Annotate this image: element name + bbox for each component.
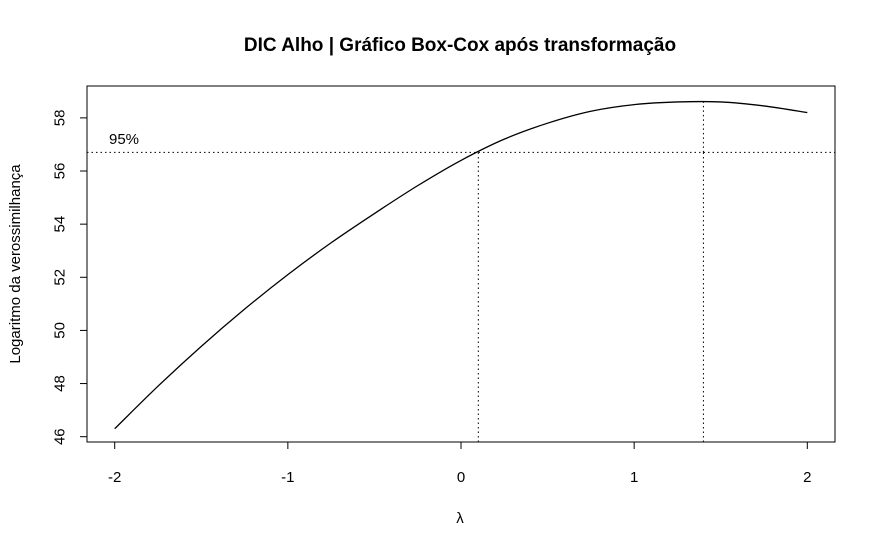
x-tick-label: 1 <box>630 469 638 486</box>
x-axis-label: λ <box>456 510 464 527</box>
x-tick-label: 0 <box>457 469 465 486</box>
y-tick-label: 46 <box>52 428 69 445</box>
y-axis: 46 48 50 52 54 56 58 <box>52 110 88 445</box>
x-axis: -2 -1 0 1 2 <box>108 441 811 486</box>
x-tick-label: -2 <box>108 469 121 486</box>
y-tick-label: 56 <box>52 163 69 180</box>
x-tick-label: -1 <box>281 469 294 486</box>
plot-frame <box>86 85 836 443</box>
chart-title: DIC Alho | Gráfico Box-Cox após transfor… <box>244 35 676 56</box>
y-tick-label: 58 <box>52 110 69 127</box>
y-axis-label: Logaritmo da verossimilhança <box>7 164 24 364</box>
y-tick-label: 50 <box>52 322 69 339</box>
x-tick-label: 2 <box>803 469 811 486</box>
loglik-curve <box>114 100 808 430</box>
y-tick-label: 48 <box>52 375 69 392</box>
y-tick-label: 52 <box>52 269 69 286</box>
ci-label: 95% <box>109 131 139 148</box>
y-tick-label: 54 <box>52 216 69 233</box>
reference-lines <box>87 101 835 442</box>
